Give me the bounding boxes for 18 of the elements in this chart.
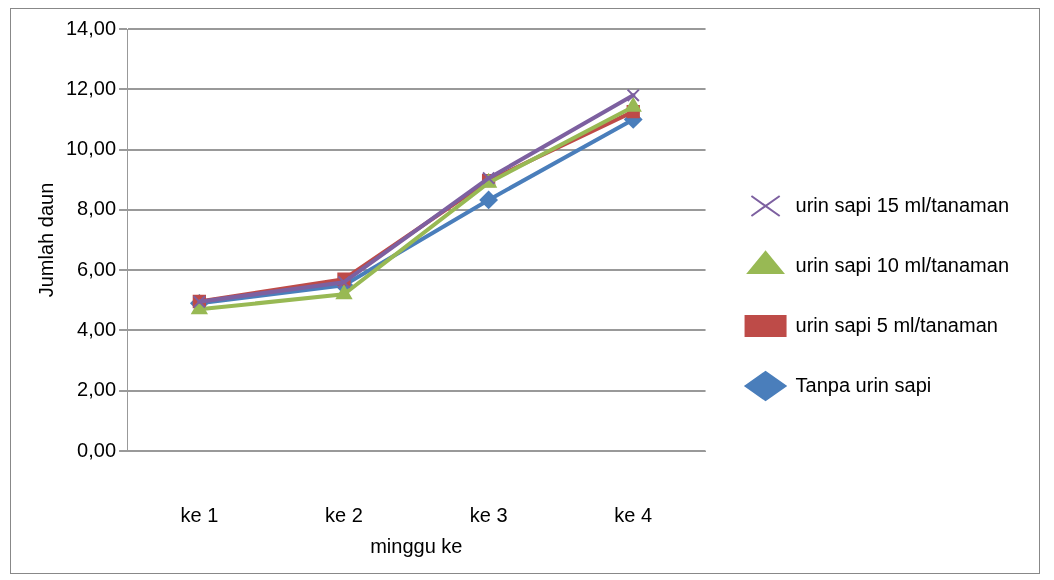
y-tick-label: 8,00 xyxy=(77,197,117,220)
x-tick-label: ke 1 xyxy=(180,503,219,526)
y-tick-label: 4,00 xyxy=(77,317,117,340)
y-tick-label: 6,00 xyxy=(77,257,117,280)
y-tick-label: 2,00 xyxy=(77,378,117,401)
y-tick-label: 10,00 xyxy=(65,137,117,160)
x-tick-label: ke 2 xyxy=(325,503,363,526)
legend-label: urin sapi 15 ml/tanaman xyxy=(795,193,1010,216)
x-tick-label: ke 3 xyxy=(469,503,508,526)
y-axis-title: Jumlah daun xyxy=(34,182,57,298)
y-tick-label: 12,00 xyxy=(65,76,117,99)
x-axis-title: minggu ke xyxy=(370,534,463,557)
legend-label: urin sapi 10 ml/tanaman xyxy=(795,253,1010,276)
legend-label: Tanpa urin sapi xyxy=(795,373,932,396)
legend-label: urin sapi 5 ml/tanaman xyxy=(795,313,998,336)
y-tick-label: 14,00 xyxy=(65,16,117,39)
y-tick-label: 0,00 xyxy=(77,438,117,461)
x-tick-label: ke 4 xyxy=(614,503,653,526)
